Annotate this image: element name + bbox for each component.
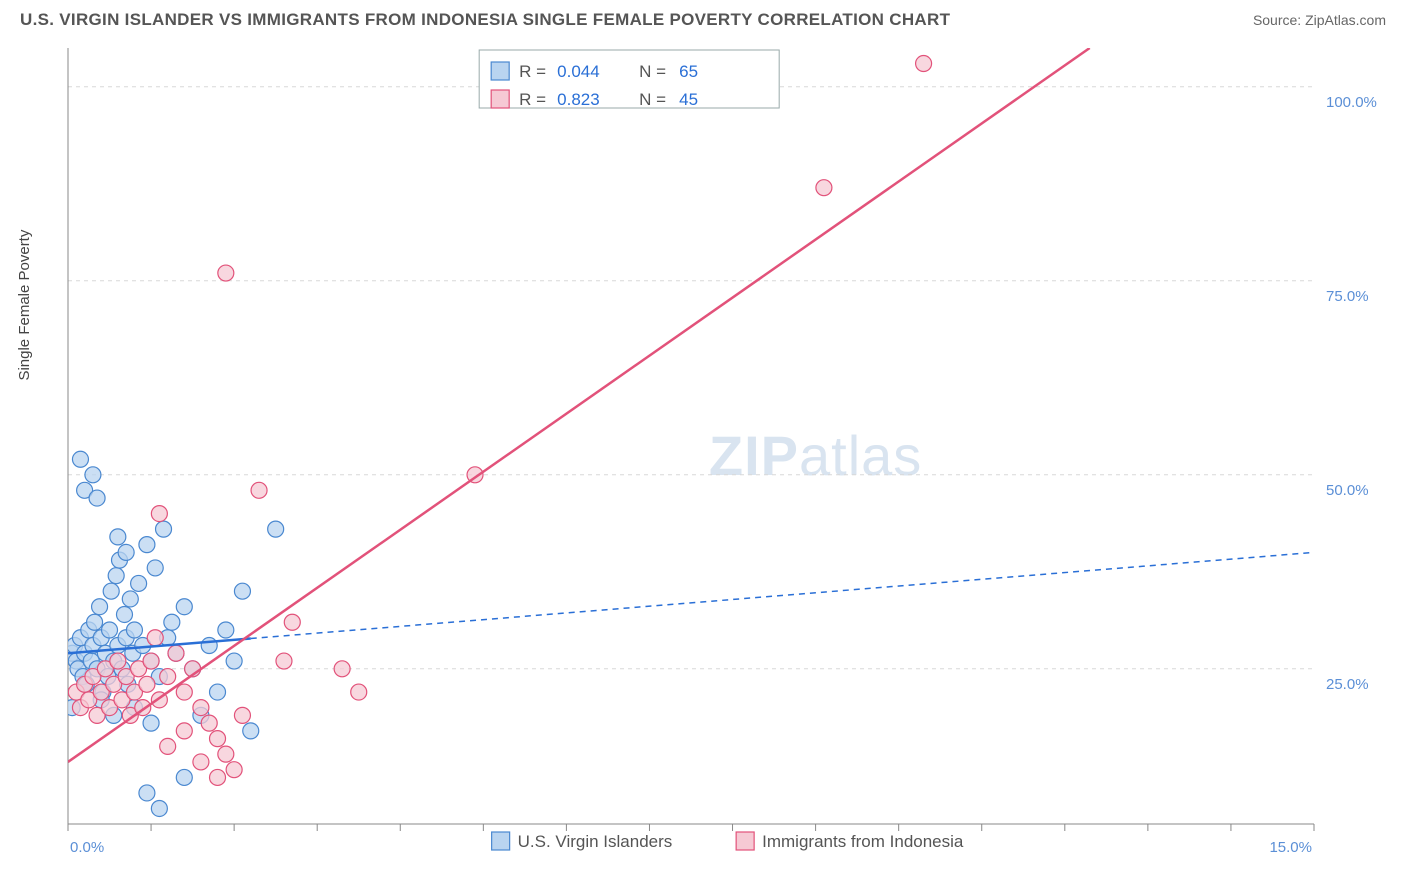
chart-area: Single Female Poverty ZIPatlas25.0%50.0%…	[20, 40, 1386, 872]
svg-text:15.0%: 15.0%	[1269, 839, 1312, 856]
y-axis-label: Single Female Poverty	[16, 230, 33, 381]
svg-text:U.S. Virgin Islanders: U.S. Virgin Islanders	[518, 832, 673, 851]
svg-text:45: 45	[679, 90, 698, 109]
svg-text:25.0%: 25.0%	[1326, 676, 1369, 693]
svg-text:R =: R =	[519, 62, 546, 81]
chart-source: Source: ZipAtlas.com	[1253, 12, 1386, 28]
svg-text:100.0%: 100.0%	[1326, 94, 1377, 111]
svg-text:75.0%: 75.0%	[1326, 288, 1369, 305]
svg-text:Immigrants from Indonesia: Immigrants from Indonesia	[762, 832, 964, 851]
chart-header: U.S. VIRGIN ISLANDER VS IMMIGRANTS FROM …	[0, 0, 1406, 36]
svg-text:0.0%: 0.0%	[70, 839, 104, 856]
svg-text:65: 65	[679, 62, 698, 81]
svg-text:0.044: 0.044	[557, 62, 600, 81]
svg-text:N =: N =	[639, 62, 666, 81]
svg-text:N =: N =	[639, 90, 666, 109]
svg-text:R =: R =	[519, 90, 546, 109]
svg-text:0.823: 0.823	[557, 90, 600, 109]
svg-text:ZIPatlas: ZIPatlas	[709, 424, 922, 487]
chart-title: U.S. VIRGIN ISLANDER VS IMMIGRANTS FROM …	[20, 10, 950, 30]
correlation-chart: ZIPatlas 25.0% 50.0% 75.0% 100.0% 0.0% 15.0% R …	[20, 40, 1386, 872]
svg-text:50.0%: 50.0%	[1326, 482, 1369, 499]
